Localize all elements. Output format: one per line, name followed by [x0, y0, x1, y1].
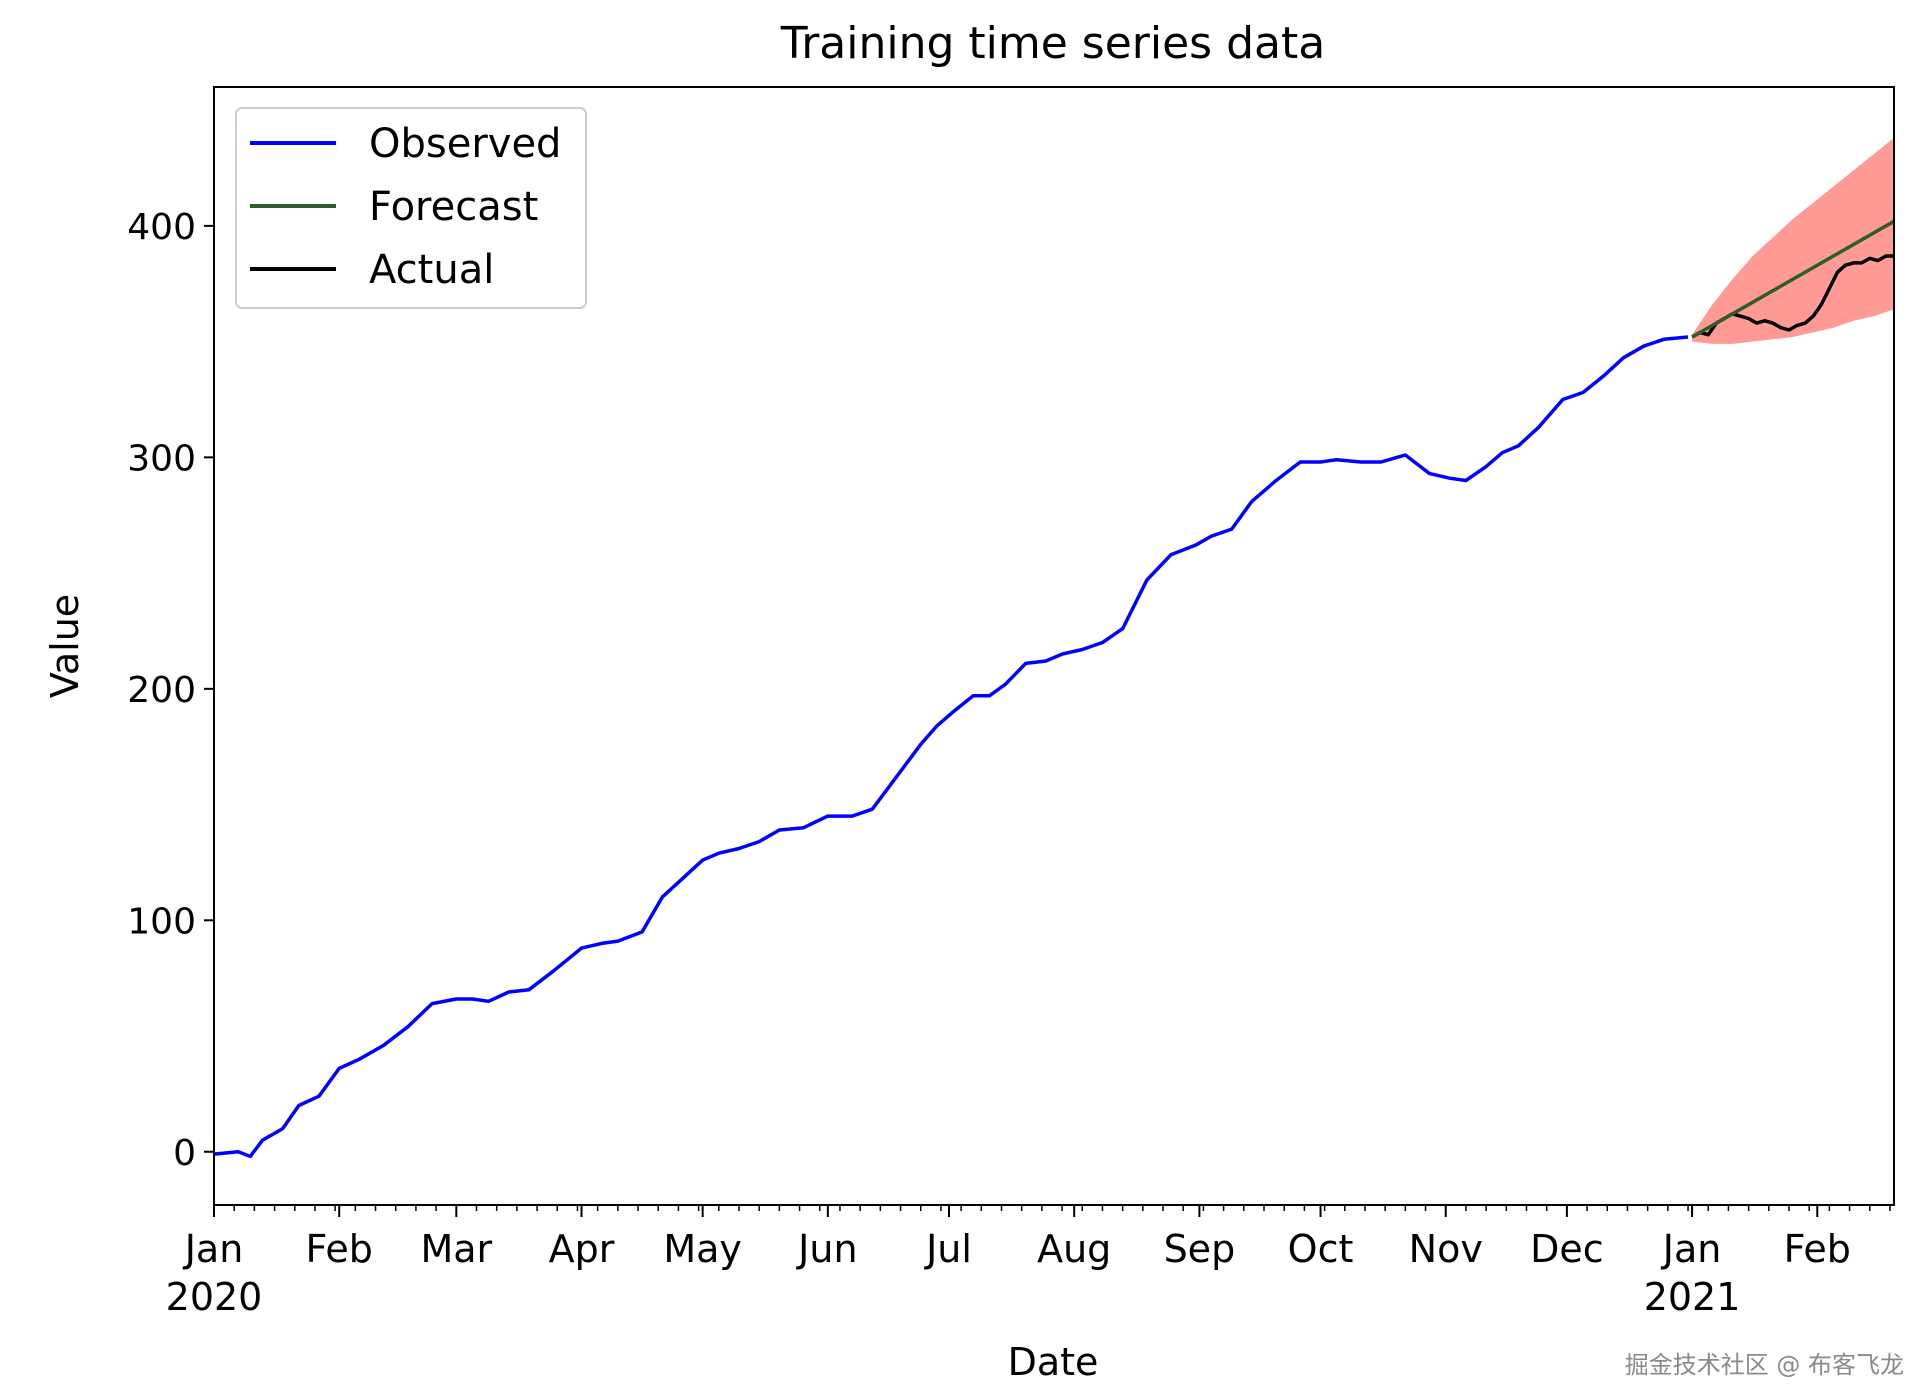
x-tick-label: Apr — [549, 1227, 615, 1271]
series-layer — [213, 219, 1895, 1159]
y-tick-label: 400 — [127, 207, 196, 248]
x-tick-label: Aug — [1037, 1227, 1111, 1271]
plot-frame — [213, 86, 1895, 1206]
x-tick-label: Jun — [796, 1227, 857, 1271]
legend-label-actual: Actual — [369, 247, 494, 293]
y-axis-label: Value — [43, 594, 87, 698]
series-line-observed — [213, 335, 1689, 1159]
legend-label-observed: Observed — [369, 121, 561, 167]
legend: Observed Forecast Actual — [235, 107, 587, 309]
x-tick-sublabel: 2020 — [166, 1275, 263, 1319]
legend-box — [235, 107, 587, 309]
x-tick-label: Jul — [924, 1227, 972, 1271]
y-tick-label: 0 — [173, 1133, 196, 1174]
y-tick-label: 200 — [127, 670, 196, 711]
x-tick-label: Sep — [1164, 1227, 1236, 1271]
y-tick-label: 100 — [127, 901, 196, 942]
x-tick-sublabel: 2021 — [1644, 1275, 1741, 1319]
x-tick-label: Nov — [1409, 1227, 1483, 1271]
x-tick-label: Dec — [1530, 1227, 1604, 1271]
x-tick-label: Jan — [183, 1227, 244, 1271]
y-tick-label: 300 — [127, 438, 196, 479]
y-axis: 0 100 200 300 400 — [127, 207, 214, 1174]
x-tick-label: Oct — [1288, 1227, 1354, 1271]
x-tick-label: Feb — [1784, 1227, 1851, 1271]
x-tick-label: May — [663, 1227, 742, 1271]
series-line-forecast — [1691, 219, 1895, 339]
confidence-band-layer — [1692, 137, 1894, 344]
x-axis-label: Date — [1008, 1340, 1099, 1384]
legend-label-forecast: Forecast — [369, 184, 538, 230]
chart-title: Training time series data — [780, 18, 1325, 69]
confidence-band — [1692, 137, 1894, 344]
x-tick-label: Jan — [1661, 1227, 1722, 1271]
x-tick-label: Mar — [420, 1227, 492, 1271]
watermark: 掘金技术社区 @ 布客飞龙 — [1624, 1351, 1904, 1379]
x-tick-label: Feb — [306, 1227, 373, 1271]
